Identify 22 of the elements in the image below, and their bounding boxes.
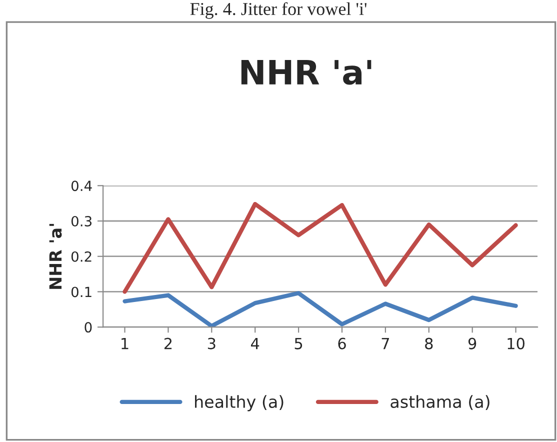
x-tick-label: 9 bbox=[468, 338, 476, 350]
chart-title: NHR 'a' bbox=[241, 60, 372, 85]
x-tick-label: 8 bbox=[425, 338, 433, 350]
x-tick-label: 2 bbox=[164, 338, 172, 350]
y-tick-label: 0.2 bbox=[71, 251, 92, 262]
x-tick-label: 7 bbox=[382, 338, 389, 350]
x-tick-label: 3 bbox=[208, 338, 216, 350]
legend-label: healthy (a) bbox=[195, 395, 284, 412]
legend-label: asthama (a) bbox=[390, 395, 490, 410]
x-tick-label: 6 bbox=[338, 338, 346, 350]
x-tick-label: 4 bbox=[250, 338, 260, 350]
y-tick-label: 0 bbox=[84, 322, 92, 333]
x-tick-label: 10 bbox=[508, 338, 524, 350]
y-tick-label: 0.1 bbox=[71, 286, 92, 298]
caption: Fig. 4. Jitter for vowel 'i' bbox=[190, 2, 366, 19]
y-tick-label: 0.4 bbox=[71, 180, 92, 192]
y-axis-title: NHR 'a' bbox=[49, 224, 62, 289]
x-tick-label: 1 bbox=[122, 338, 128, 350]
x-tick-label: 5 bbox=[294, 338, 302, 350]
line-series bbox=[122, 291, 518, 328]
y-tick-label: 0.3 bbox=[71, 216, 92, 226]
line-series bbox=[122, 202, 518, 294]
